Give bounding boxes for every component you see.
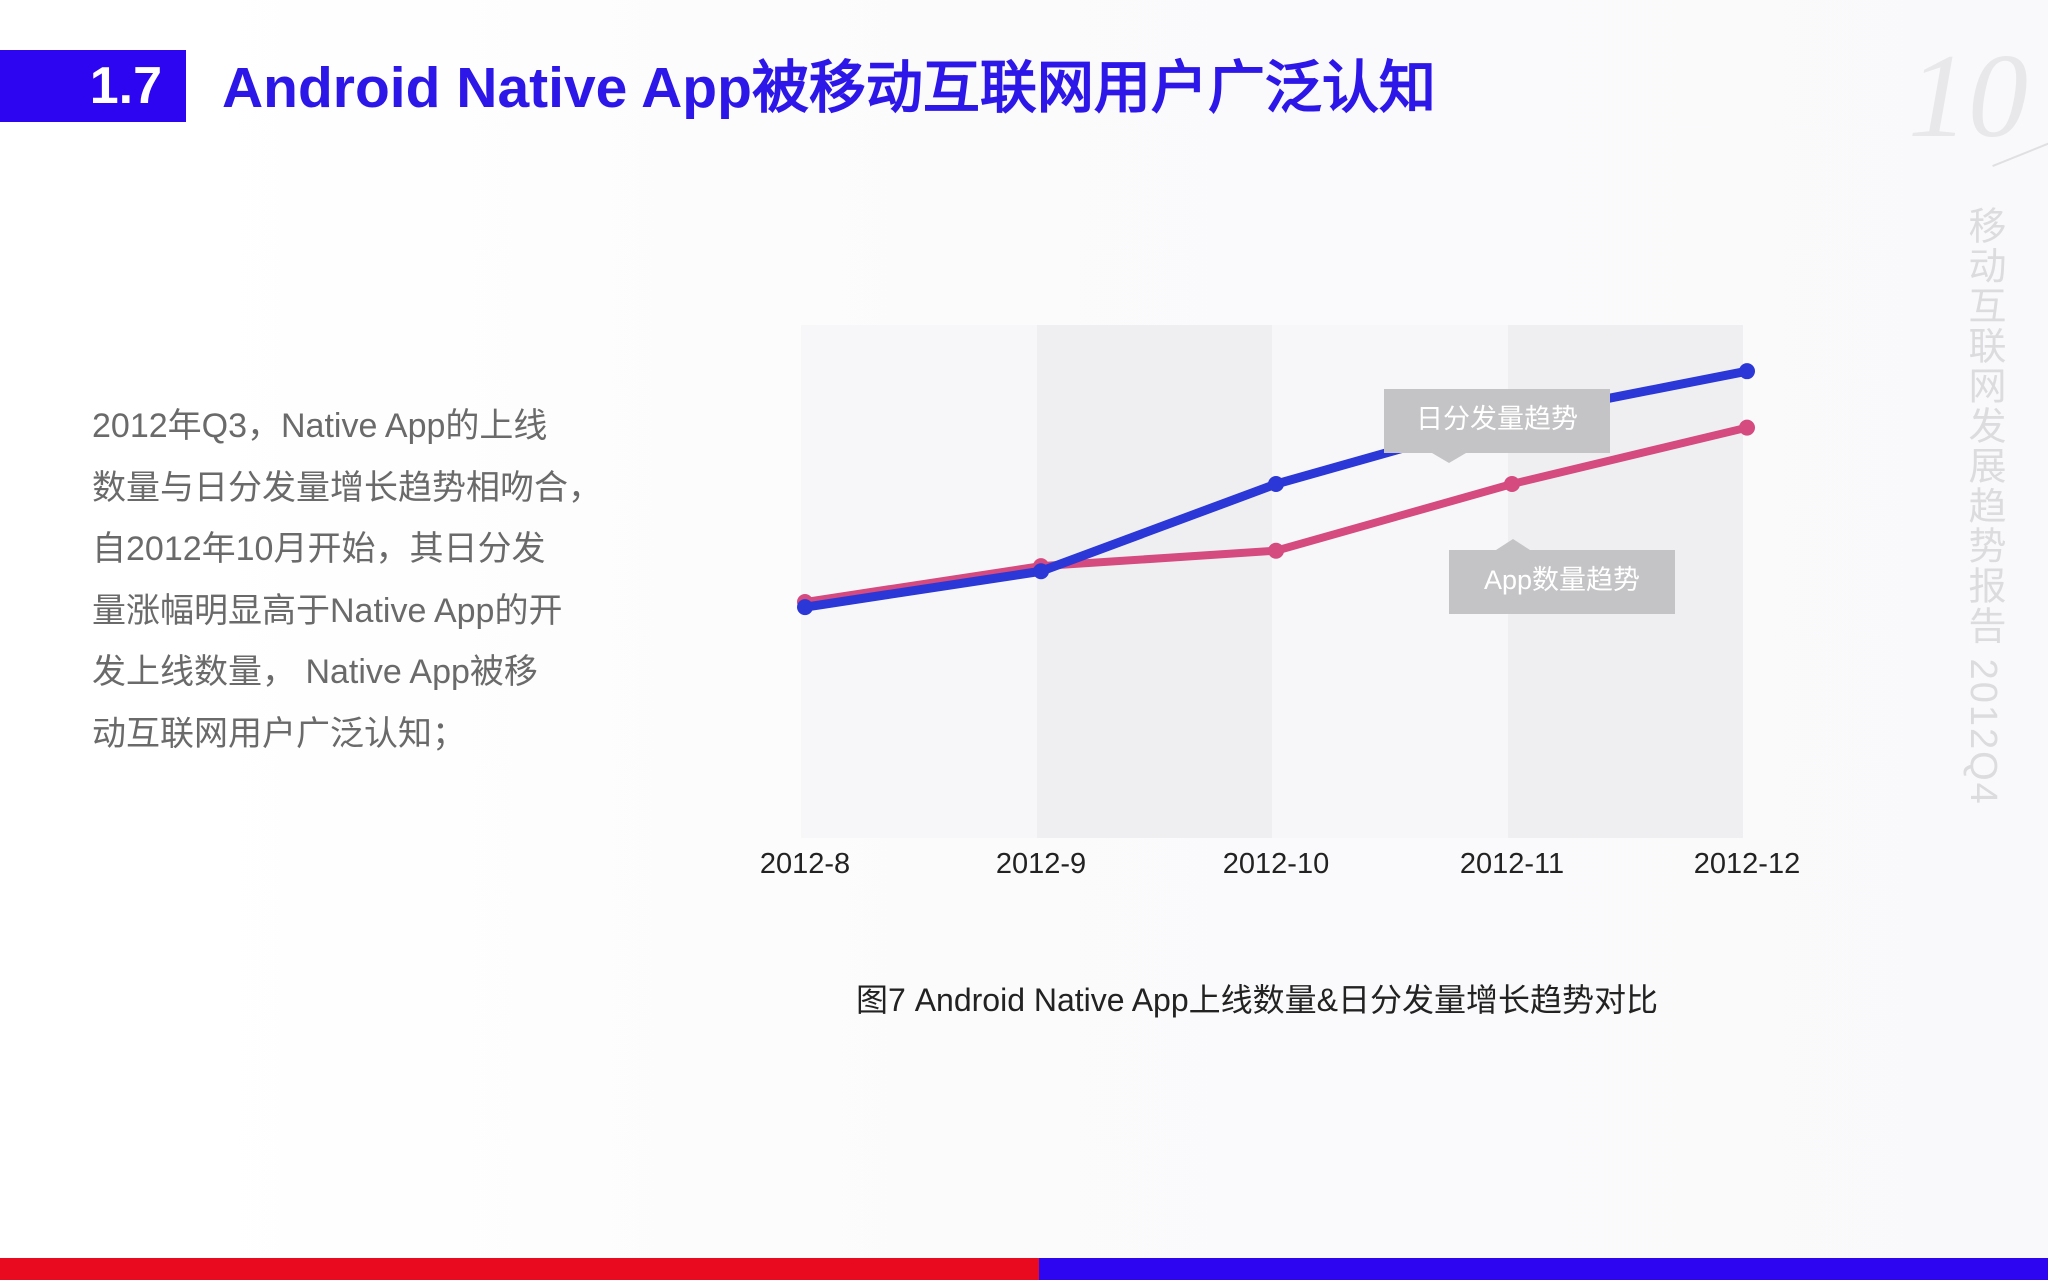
x-tick-label: 2012-11 (1460, 848, 1564, 880)
data-point (1739, 363, 1755, 380)
callout-label: App数量趋势 (1484, 565, 1640, 595)
body-line: 数量与日分发量增长趋势相吻合， (92, 468, 602, 507)
callout-box (1449, 550, 1675, 614)
body-line: 量涨幅明显高于Native App的开 (92, 591, 563, 630)
page-number: 10 (1908, 29, 2028, 162)
data-point (1033, 563, 1049, 580)
data-point (1268, 542, 1284, 559)
chart-band (1037, 325, 1272, 838)
body-line: 自2012年10月开始，其日分发 (92, 530, 546, 568)
x-tick-label: 2012-12 (1694, 848, 1800, 880)
body-text: 2012年Q3，Native App的上线 数量与日分发量增长趋势相吻合， 自2… (92, 396, 632, 765)
data-point (797, 599, 813, 616)
callout-pointer (1432, 453, 1466, 463)
callout-pointer (1496, 539, 1530, 550)
body-line: 2012年Q3，Native App的上线 (92, 407, 548, 445)
data-point (1504, 476, 1520, 493)
page-title: Android Native App被移动互联网用户广泛认知 (222, 56, 1436, 120)
report-title-vertical: 移动互联网发展趋势报告 2012Q4 (1962, 206, 2004, 806)
body-line: 发上线数量， Native App被移 (92, 653, 538, 691)
callout-box (1384, 389, 1610, 453)
footer-bar-red (0, 1258, 1039, 1280)
section-badge: 1.7 (0, 50, 186, 122)
chart-caption: 图7 Android Native App上线数量&日分发量增长趋势对比 (856, 982, 1658, 1018)
x-tick-label: 2012-10 (1223, 848, 1329, 880)
body-line: 动互联网用户广泛认知； (92, 714, 466, 753)
data-point (1268, 476, 1284, 493)
x-tick-label: 2012-9 (996, 848, 1086, 880)
x-tick-label: 2012-8 (760, 848, 850, 880)
data-point (1739, 419, 1755, 436)
callout-label: 日分发量趋势 (1416, 404, 1578, 434)
footer-bar-blue (1039, 1258, 2048, 1280)
section-number: 1.7 (89, 57, 162, 115)
